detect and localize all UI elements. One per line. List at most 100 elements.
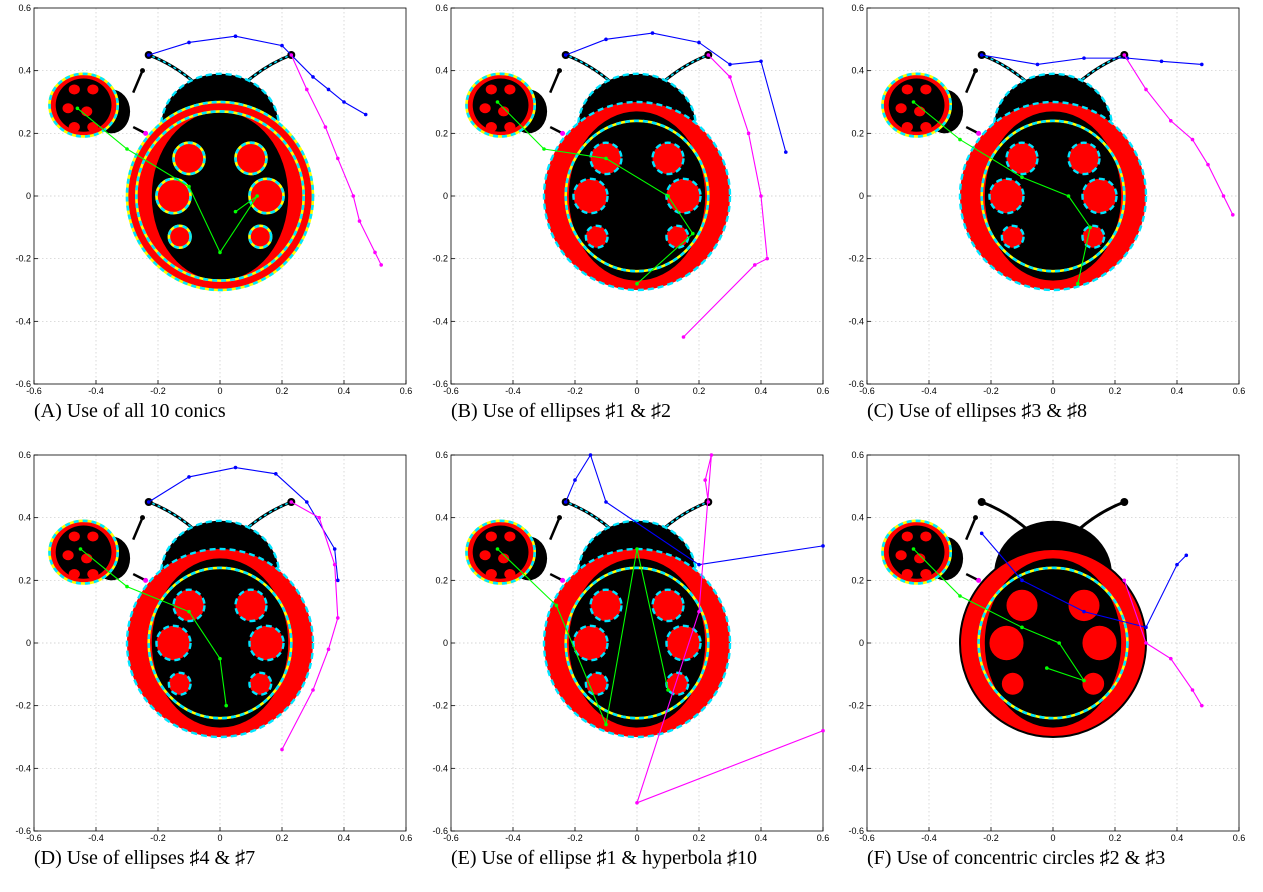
y-tick-label: -0.2: [15, 701, 31, 711]
trajectory-point: [1184, 553, 1189, 558]
spot: [1068, 142, 1100, 175]
y-tick-label: 0: [26, 191, 31, 201]
y-tick-label: -0.6: [848, 379, 864, 389]
x-tick-label: 0: [217, 386, 222, 396]
conic-ellipse-dash: [167, 224, 192, 250]
x-tick-label: -0.2: [983, 833, 999, 843]
side-spot: [62, 550, 74, 561]
trajectory-point: [1020, 175, 1024, 179]
trajectory-point: [363, 112, 368, 117]
antenna-tip: [977, 498, 986, 506]
x-tick-label: 0.4: [755, 833, 768, 843]
side-spot: [920, 84, 932, 95]
x-tick-label: -0.4: [88, 833, 104, 843]
right-antenna-conic: [244, 501, 292, 531]
side-spot: [68, 531, 80, 542]
conic-ellipse-dash: [147, 566, 293, 720]
y-tick-label: 0.6: [18, 450, 31, 460]
panel-caption: (E) Use of ellipse ♯1 & hyperbola ♯10: [451, 847, 758, 869]
x-tick-label: 0.6: [817, 386, 830, 396]
x-tick-label: 0.4: [338, 386, 351, 396]
side-spot: [901, 122, 913, 133]
y-tick-label: -0.4: [848, 316, 864, 326]
trajectory-point: [666, 688, 670, 692]
spot: [173, 589, 205, 622]
spot: [1082, 672, 1105, 695]
y-tick-label: -0.6: [432, 379, 448, 389]
trajectory-point: [233, 209, 238, 214]
trajectory-point: [821, 544, 825, 548]
leg: [965, 517, 977, 541]
trajectory-point: [1057, 641, 1061, 645]
trajectory-point: [746, 131, 751, 136]
leg-tip: [140, 68, 145, 74]
y-tick-label: 0.2: [18, 575, 31, 585]
x-tick-label: 0.6: [1233, 833, 1246, 843]
conic-ellipse-dash: [248, 624, 285, 662]
right-antenna: [660, 53, 709, 85]
trajectory-line: [981, 54, 1202, 65]
spot: [573, 178, 608, 214]
trajectory-point: [979, 531, 984, 536]
panel-F: -0.6 -0.6 -0.4 -0.4 -0.2 -0.2 0 0 0.2 0.2 0.4 0.4 0.…: [833, 447, 1245, 892]
panel-plot: -0.6-0.6 -0.4 -0.4 -0.2 -0.2 0 0 0.2 0.2 0.4 0.4 0.…: [432, 3, 830, 396]
conic-ellipse-dash: [584, 671, 609, 696]
trajectory-point: [554, 603, 559, 608]
x-tick-label: -0.4: [921, 386, 937, 396]
trajectory-point: [323, 125, 328, 129]
trajectory-point: [332, 562, 337, 567]
leg-tip: [557, 68, 562, 74]
trajectory-point: [666, 194, 670, 198]
trajectory-point: [784, 150, 788, 154]
plot-frame: [866, 7, 1240, 385]
trajectory-point: [1231, 213, 1235, 217]
trajectory-point: [635, 801, 639, 805]
trajectory-point: [681, 335, 686, 339]
x-tick-label: 0.2: [1109, 386, 1122, 396]
side-spot: [87, 122, 99, 133]
y-tick-label: -0.6: [15, 826, 31, 836]
leg-tip: [143, 130, 149, 136]
trajectory-point: [604, 156, 608, 161]
left-antenna-conic: [148, 54, 196, 84]
y-tick-label: 0.4: [851, 513, 864, 523]
trajectory-point: [146, 53, 151, 57]
y-tick-label: -0.4: [432, 763, 448, 773]
y-tick-label: -0.6: [432, 826, 448, 836]
trajectory-point: [336, 156, 340, 161]
spot: [249, 625, 284, 661]
conic-ellipse-dash: [248, 177, 285, 215]
trajectory-point: [911, 547, 916, 551]
spot: [1082, 178, 1117, 214]
conic-ellipse-dash: [1005, 141, 1039, 176]
spot: [1006, 142, 1038, 175]
y-tick-label: -0.2: [432, 254, 448, 264]
y-tick-label: 0.6: [18, 3, 31, 13]
y-tick-label: -0.4: [15, 763, 31, 773]
spot: [173, 142, 205, 175]
y-tick-label: 0.6: [851, 450, 864, 460]
panel-caption: (B) Use of ellipses ♯1 & ♯2: [451, 400, 671, 422]
x-tick-label: -0.2: [150, 833, 166, 843]
x-tick-label: -0.6: [859, 386, 875, 396]
trajectory-point: [218, 656, 222, 661]
x-tick-label: 0.6: [400, 833, 413, 843]
x-tick-label: -0.6: [443, 386, 459, 396]
trajectory-line: [290, 54, 382, 266]
right-antenna-conic: [661, 54, 709, 84]
conic-ellipse-dash: [1000, 224, 1025, 249]
y-tick-label: 0.2: [851, 128, 864, 138]
panel-plot: -0.6-0.6 -0.4 -0.4 -0.2 -0.2 0 0 0.2 0.2 0.4 0.4 0.…: [848, 3, 1245, 396]
trajectory-point: [233, 34, 238, 38]
conic-ellipse-dash: [155, 177, 192, 215]
spot: [989, 178, 1024, 214]
leg: [549, 70, 561, 94]
x-tick-label: 0.4: [338, 833, 351, 843]
trajectory-point: [753, 263, 757, 267]
x-tick-label: 0: [217, 833, 222, 843]
side-spot: [81, 553, 93, 564]
trajectory-point: [280, 43, 284, 48]
trajectory-point: [635, 547, 639, 551]
right-antenna: [1076, 500, 1125, 532]
left-antenna-conic: [148, 501, 196, 531]
